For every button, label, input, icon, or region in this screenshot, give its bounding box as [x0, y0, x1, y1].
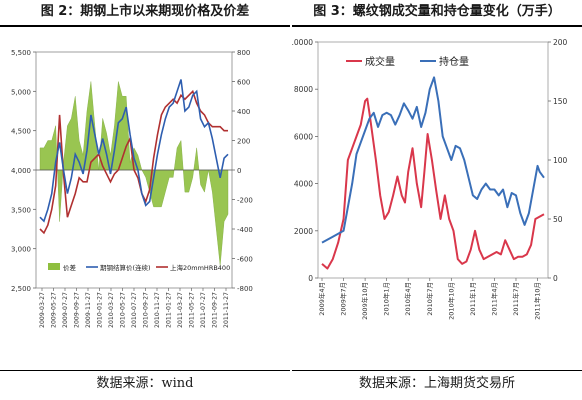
right-x-tick-label: 2011年4月 — [489, 282, 498, 316]
volume-y-tick-label: 2000 — [294, 227, 313, 236]
right-x-tick-label: 2010年7月 — [425, 282, 434, 316]
right-plot-area — [317, 41, 549, 279]
left-x-tick-label: 2009-11-27 — [85, 292, 92, 328]
oi-y-tick-label: 150 — [553, 97, 568, 106]
right-y-tick-label: 200 — [237, 138, 250, 146]
right-title-rule — [292, 25, 582, 27]
left-x-tick-label: 2010-11-27 — [154, 292, 161, 328]
legend-oi-label: 持仓量 — [439, 55, 469, 68]
volume-y-tick-label: 6000 — [294, 132, 313, 141]
left-x-tick-label: 2011-01-27 — [166, 292, 173, 328]
left-y-tick-label: 4,500 — [11, 128, 31, 136]
right-x-tick-label: 2010年10月 — [446, 282, 455, 320]
open-interest-line — [321, 76, 545, 244]
left-y-tick-label: 3,000 — [11, 246, 31, 254]
futures-settle-line — [39, 79, 229, 223]
left-x-tick-label: 2011-07-27 — [200, 292, 207, 328]
right-source-rule — [292, 370, 582, 371]
left-x-tick-label: 2010-01-27 — [97, 292, 104, 328]
right-x-tick-label: 2010年4月 — [403, 282, 412, 316]
left-figure: 图 2：期钢上市以来期现价格及价差 2,500 3,000 3,500 4,000 4,… — [0, 0, 290, 400]
oi-y-tick-label: 200 — [553, 38, 568, 47]
left-legend: 价差 期钢结算价(连续) 上海20mmHRB400 — [48, 263, 230, 272]
right-x-tick-label: 2010年1月 — [382, 282, 391, 316]
left-chart: 2,500 3,000 3,500 4,000 4,500 5,000 5,500 -800 -… — [11, 49, 253, 328]
right-x-tick-label: 2011年7月 — [511, 282, 520, 316]
right-figure: 图 3：螺纹钢成交量和持仓量变化（万手） 0200040006000800010… — [292, 0, 582, 400]
right-y-tick-label: 400 — [237, 108, 250, 116]
legend-hrb400-label: 上海20mmHRB400 — [170, 263, 230, 272]
right-legend: 成交量 持仓量 — [346, 55, 469, 68]
legend-volume-label: 成交量 — [365, 55, 395, 68]
right-chart: 0 2000 4000 6000 8000 10000 0 50 100 150 200 2009年4… — [292, 38, 568, 320]
right-x-tick-label: 2009年7月 — [339, 282, 348, 316]
right-x-tick-label: 2009年4月 — [317, 282, 326, 316]
volume-y-tick-label: 0 — [308, 274, 313, 283]
left-x-tick-label: 2011-11-27 — [223, 292, 230, 328]
right-y-tick-label: -400 — [237, 226, 253, 234]
oi-y-tick-label: 50 — [553, 215, 563, 224]
right-x-tick-label: 2011年1月 — [468, 282, 477, 316]
left-x-tick-label: 2011-09-27 — [212, 292, 219, 328]
left-figure-title: 图 2：期钢上市以来期现价格及价差 — [40, 4, 250, 19]
oi-y-tick-label: 0 — [553, 274, 558, 283]
left-y-tick-label: 5,500 — [11, 49, 31, 57]
right-y-tick-label: 0 — [237, 167, 241, 175]
volume-y-tick-label: 10000 — [292, 38, 313, 47]
left-source-text: 数据来源：wind — [96, 376, 194, 391]
right-y-tick-label: -800 — [237, 285, 253, 293]
left-x-tick-label: 2010-03-27 — [108, 292, 115, 328]
oi-y-tick-label: 100 — [553, 156, 568, 165]
right-x-tick-label: 2011年10月 — [533, 282, 542, 320]
left-x-tick-label: 2009-09-27 — [74, 292, 81, 328]
right-y-tick-label: -200 — [237, 197, 253, 205]
left-y-tick-label: 3,500 — [11, 206, 31, 214]
volume-y-tick-label: 8000 — [294, 85, 313, 94]
left-x-tick-label: 2010-07-27 — [131, 292, 138, 328]
left-y-tick-label: 2,500 — [11, 285, 31, 293]
left-x-tick-label: 2009-05-27 — [51, 292, 58, 328]
right-y-tick-label: 800 — [237, 49, 250, 57]
left-x-tick-label: 2009-07-27 — [62, 292, 69, 328]
left-y-tick-label: 5,000 — [11, 88, 31, 96]
volume-line — [321, 97, 545, 270]
right-y-tick-label: -600 — [237, 256, 253, 264]
hrb400-line — [39, 89, 228, 235]
right-y-tick-label: 600 — [237, 79, 250, 87]
left-x-tick-label: 2010-09-27 — [143, 292, 150, 328]
left-x-tick-label: 2011-05-27 — [189, 292, 196, 328]
right-source-text: 数据来源：上海期货交易所 — [358, 376, 515, 391]
legend-spread-label: 价差 — [63, 263, 77, 272]
right-figure-title: 图 3：螺纹钢成交量和持仓量变化（万手） — [313, 4, 561, 19]
left-title-rule — [0, 25, 290, 27]
right-x-tick-label: 2009年10月 — [360, 282, 369, 320]
left-source-rule — [0, 370, 290, 371]
left-x-tick-label: 2010-05-27 — [120, 292, 127, 328]
legend-futures-label: 期钢结算价(连续) — [100, 263, 151, 272]
left-y-tick-label: 4,000 — [11, 167, 31, 175]
spread-area — [39, 81, 229, 266]
legend-spread-swatch — [48, 263, 60, 270]
left-x-tick-label: 2009-03-27 — [39, 292, 46, 328]
volume-y-tick-label: 4000 — [294, 180, 313, 189]
left-x-tick-label: 2011-03-27 — [177, 292, 184, 328]
